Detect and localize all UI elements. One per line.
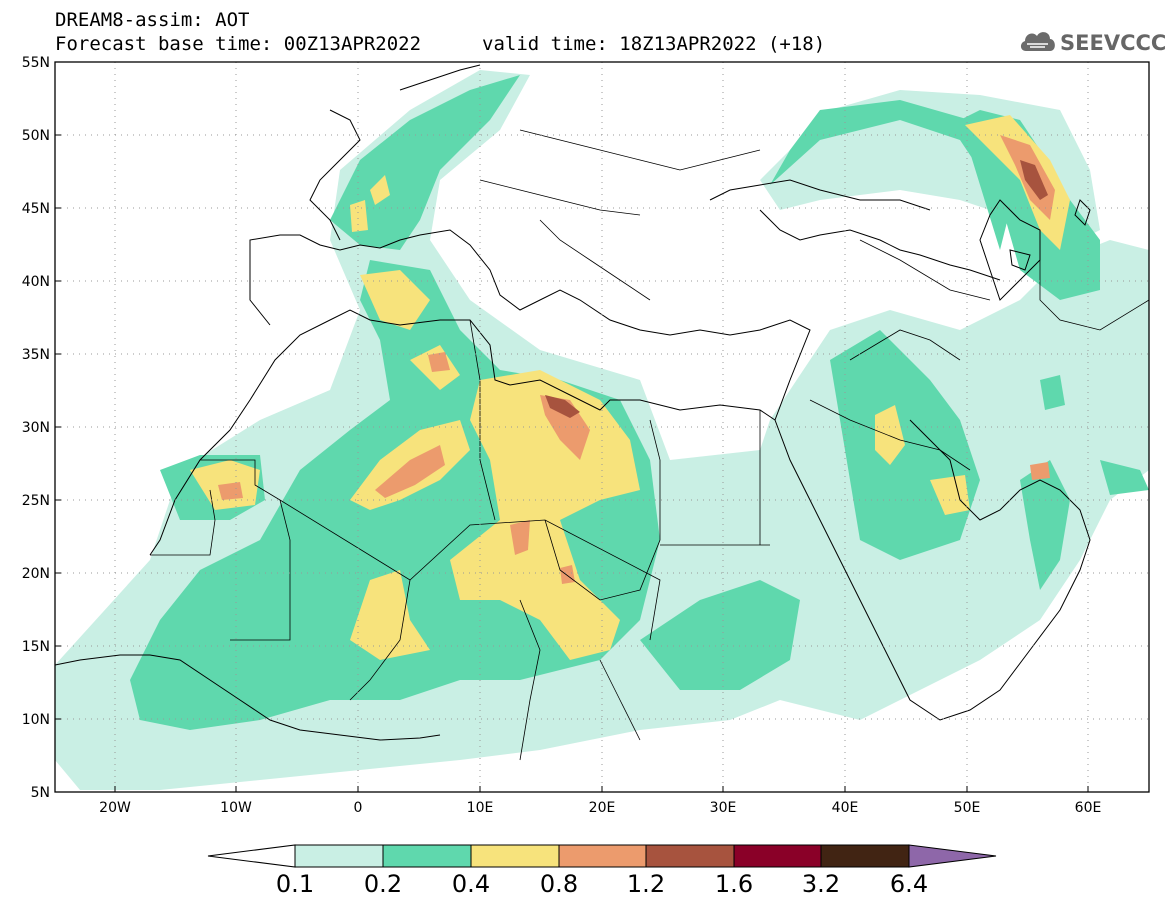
lon-label: 20E — [589, 800, 616, 816]
lon-label: 10E — [467, 800, 494, 816]
lat-label: 40N — [22, 274, 50, 290]
valid-time: valid time: 18Z13APR2022 (+18) — [482, 33, 826, 55]
colorbar-swatch — [558, 844, 647, 868]
colorbar-label: 0.1 — [275, 870, 315, 898]
colorbar-swatch — [470, 844, 560, 868]
frame-ticks — [55, 134, 1089, 792]
colorbar-label: 3.2 — [801, 870, 841, 898]
lon-label: 10W — [220, 800, 252, 816]
lon-label: 40E — [832, 800, 859, 816]
lat-label: 35N — [22, 347, 50, 363]
seevccc-logo: SEEVCCC — [1018, 25, 1165, 59]
lat-label: 5N — [31, 785, 50, 801]
lon-labels: 20W 10W 0 10E 20E 30E 40E 50E 60E — [99, 800, 1101, 816]
lat-label: 15N — [22, 639, 50, 655]
colorbar-swatch — [645, 844, 735, 868]
map-title: DREAM8-assim: AOT — [55, 9, 250, 31]
colorbar-over-arrow — [908, 844, 997, 868]
colorbar-swatch — [382, 844, 472, 868]
lat-label: 45N — [22, 201, 50, 217]
gridlines — [55, 62, 1149, 792]
lon-label: 50E — [954, 800, 981, 816]
colorbar — [207, 844, 997, 868]
country-borders — [150, 129, 1149, 761]
cloud-logo-icon — [1020, 32, 1055, 51]
lat-label: 50N — [22, 128, 50, 144]
colorbar-label: 6.4 — [889, 870, 929, 898]
colorbar-swatch — [294, 844, 384, 868]
colorbar-swatch — [820, 844, 910, 868]
colorbar-swatch — [733, 844, 822, 868]
colorbar-label: 1.2 — [626, 870, 666, 898]
aot-level-1.2-area — [545, 160, 1048, 418]
lat-label: 25N — [22, 493, 50, 509]
lat-label: 10N — [22, 712, 50, 728]
colorbar-under-arrow — [207, 844, 296, 868]
lat-label: 55N — [22, 55, 50, 71]
lon-label: 30E — [710, 800, 737, 816]
forecast-base-time: Forecast base time: 00Z13APR2022 — [55, 33, 422, 55]
lat-labels: 55N 50N 45N 40N 35N 30N 25N 20N 15N 10N … — [22, 55, 50, 801]
lon-label: 0 — [354, 800, 363, 816]
colorbar-label: 0.4 — [451, 870, 491, 898]
lon-label: 60E — [1075, 800, 1102, 816]
lat-label: 20N — [22, 566, 50, 582]
coastlines — [55, 64, 1091, 741]
colorbar-label: 0.8 — [539, 870, 579, 898]
colorbar-label: 0.2 — [363, 870, 403, 898]
colorbar-label: 1.6 — [714, 870, 754, 898]
lon-label: 20W — [99, 800, 131, 816]
logo-text: SEEVCCC — [1060, 31, 1165, 55]
lat-label: 30N — [22, 420, 50, 436]
aot-level-0.4-area — [190, 115, 1070, 660]
